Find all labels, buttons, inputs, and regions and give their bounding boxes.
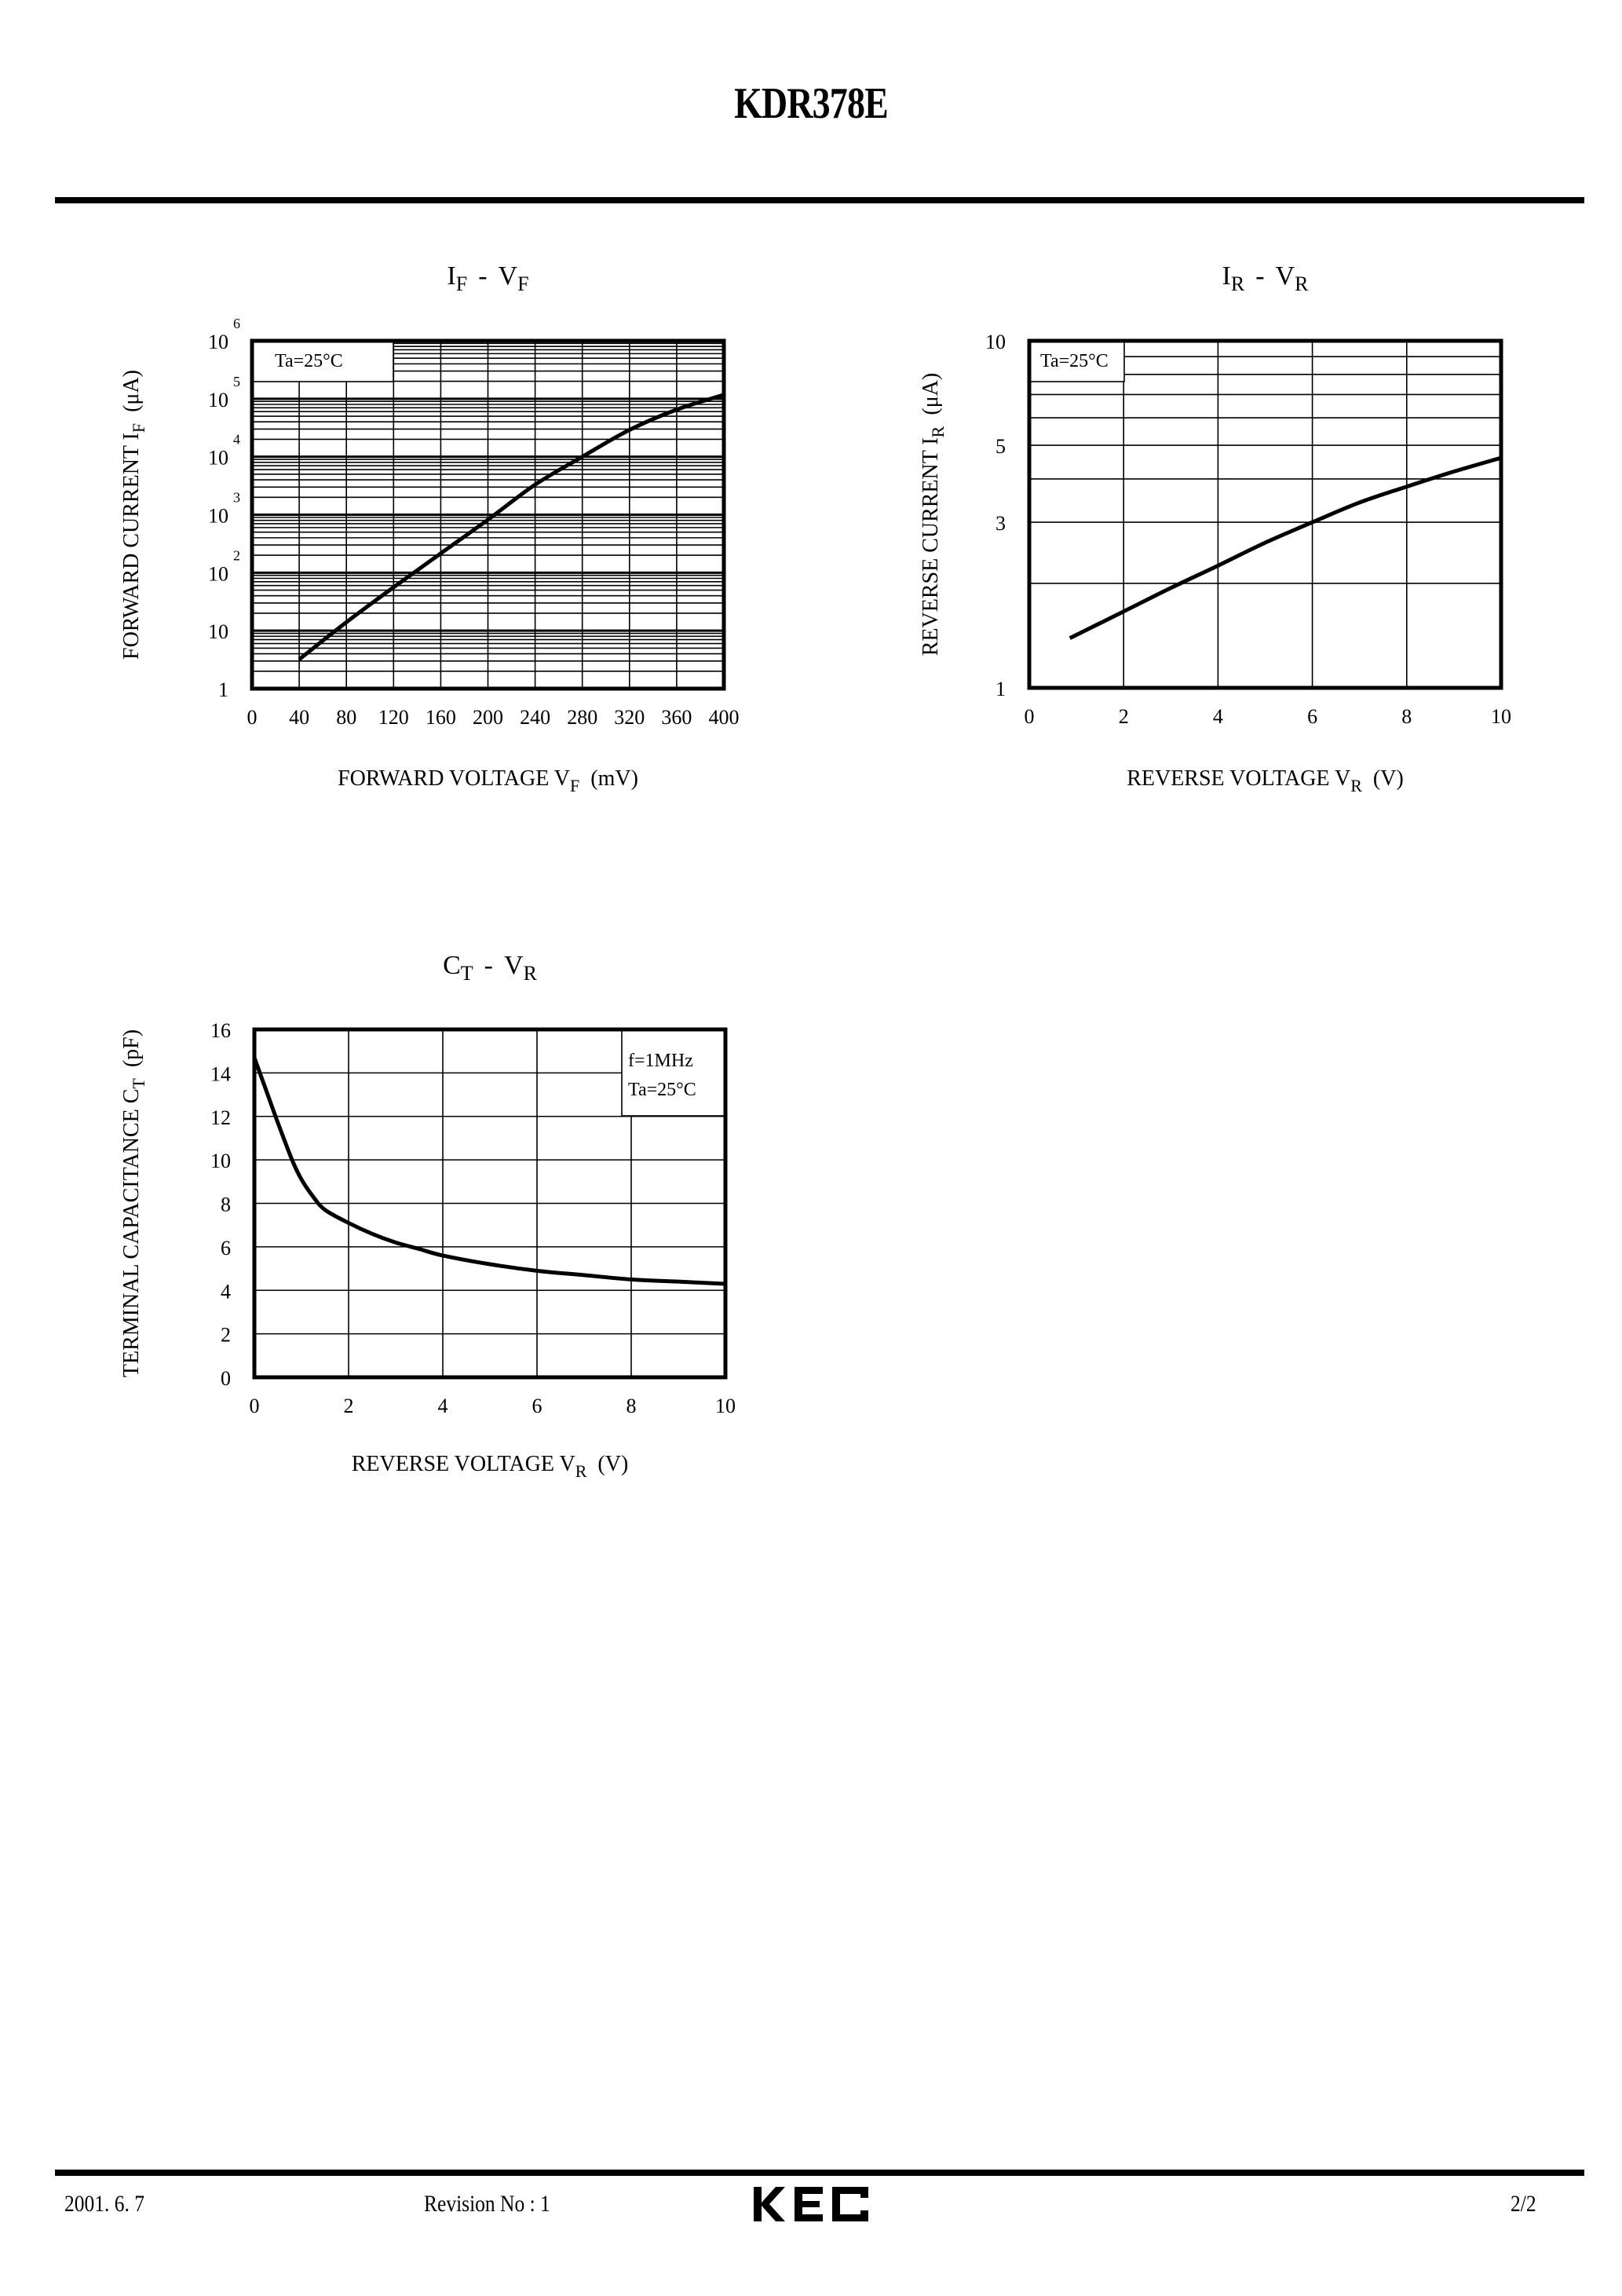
x-tick-label: 0: [1025, 705, 1035, 728]
y-tick-label: 8: [221, 1194, 231, 1216]
y-tick-label: 10: [208, 331, 228, 353]
ct_vr-annotation: f=1MHz: [628, 1051, 693, 1071]
if_vf-plot: IF - VF Ta=25°C 0 40 80 120 160 200 240 280 320 360 40…: [119, 261, 740, 795]
if_vf-curve: [298, 393, 725, 661]
if_vf-frame: [250, 338, 726, 691]
ir_vr-x-axis-label: REVERSE VOLTAGE VR (V): [1127, 766, 1404, 795]
if_vf-title: IF - VF: [447, 261, 528, 295]
ct-vr-chart: CT - VR f=1MHz Ta=25°C 0 2 4 6 8 10 0 2 4 6 8 10 12 14 16 RE…: [119, 951, 736, 1481]
header-divider: [55, 197, 1584, 203]
ct_vr-y-axis-label: TERMINAL CAPACITANCE CT(pF): [119, 1029, 148, 1377]
if_vf-legend-box: [251, 340, 394, 382]
if_vf-grid: [252, 341, 724, 689]
y-tick-label: 14: [210, 1062, 231, 1085]
x-tick-label: 360: [661, 706, 692, 729]
y-tick-label: 6: [221, 1237, 231, 1260]
y-tick-label: 4: [221, 1280, 231, 1303]
x-tick-label: 2: [344, 1395, 354, 1417]
x-tick-label: 160: [426, 706, 456, 729]
y-tick-exponent: 4: [233, 432, 240, 448]
y-tick-label: 0: [221, 1367, 231, 1390]
y-tick-label: 16: [210, 1019, 231, 1042]
ir_vr-frame: [1027, 338, 1503, 690]
y-tick-label: 1: [995, 678, 1006, 700]
x-tick-label: 8: [627, 1395, 637, 1417]
y-tick-label: 10: [208, 447, 228, 470]
y-tick-label: 12: [210, 1106, 231, 1129]
x-tick-label: 6: [532, 1395, 542, 1417]
ir_vr-annotation: Ta=25°C: [1040, 351, 1109, 371]
x-tick-label: 40: [289, 706, 309, 729]
ir_vr-title: IR - VR: [1222, 261, 1310, 295]
ir_vr-plot: IR - VR Ta=25°C 0 2 4 6 8 10 1 3 5 10 REVERSE VOLTAGE …: [919, 261, 1511, 795]
y-tick-label: 3: [995, 512, 1006, 535]
x-tick-label: 2: [1119, 705, 1129, 728]
if_vf-annotation: Ta=25°C: [275, 351, 343, 371]
footer-divider: [55, 2170, 1584, 2176]
ct_vr-plot: CT - VR f=1MHz Ta=25°C 0 2 4 6 8 10 0 2 4 6 8 10 12 14 16 RE…: [119, 951, 736, 1481]
ct_vr-x-axis-label: REVERSE VOLTAGE VR (V): [352, 1452, 629, 1481]
x-tick-label: 10: [715, 1395, 736, 1417]
if-vf-chart: IF - VF Ta=25°C 0 40 80 120 160 200 240 280 320 360 40…: [119, 261, 740, 795]
ct_vr-annotation: Ta=25°C: [628, 1080, 696, 1100]
kec-logo-icon: [754, 2187, 868, 2221]
x-tick-label: 10: [1491, 705, 1511, 728]
y-tick-label: 10: [208, 389, 228, 411]
ir_vr-y-axis-label: REVERSE CURRENT IR(μA): [919, 373, 948, 656]
y-tick-label: 10: [210, 1150, 231, 1172]
footer-page-number: 2/2: [1511, 2191, 1536, 2217]
ir_vr-curve: [1069, 455, 1502, 641]
footer-revision: Revision No : 1: [424, 2191, 550, 2217]
y-tick-label: 10: [985, 331, 1006, 353]
y-tick-exponent: 6: [233, 316, 240, 331]
ct_vr-curve: [252, 1057, 726, 1286]
if_vf-x-axis-label: FORWARD VOLTAGE VF (mV): [338, 766, 638, 795]
x-tick-label: 0: [250, 1395, 260, 1417]
x-tick-label: 6: [1307, 705, 1317, 728]
y-tick-label: 2: [221, 1324, 231, 1347]
y-tick-exponent: 3: [233, 490, 240, 506]
if_vf-y-axis-label: FORWARD CURRENT IF(μA): [119, 370, 148, 660]
x-tick-label: 4: [1213, 705, 1223, 728]
x-tick-label: 240: [520, 706, 550, 729]
x-tick-label: 200: [473, 706, 503, 729]
page-title: KDR378E: [734, 79, 889, 128]
y-tick-label: 10: [208, 562, 228, 585]
ct_vr-legend-box: [621, 1029, 726, 1117]
ct_vr-title: CT - VR: [443, 951, 537, 985]
footer-date: 2001. 6. 7: [64, 2191, 144, 2217]
ct_vr-frame: [252, 1027, 728, 1380]
x-tick-label: 280: [567, 706, 597, 729]
y-tick-label: 5: [995, 435, 1006, 458]
x-tick-label: 80: [336, 706, 356, 729]
ir-vr-chart: IR - VR Ta=25°C 0 2 4 6 8 10 1 3 5 10 REVERSE VOLTAGE …: [919, 261, 1511, 795]
x-tick-label: 8: [1401, 705, 1412, 728]
ir_vr-legend-box: [1028, 340, 1125, 382]
x-tick-label: 120: [378, 706, 409, 729]
x-tick-label: 400: [709, 706, 740, 729]
y-tick-label: 10: [208, 505, 228, 528]
y-tick-label: 1: [218, 678, 228, 701]
y-tick-label: 10: [208, 620, 228, 643]
y-tick-exponent: 5: [233, 374, 240, 389]
x-tick-label: 320: [614, 706, 645, 729]
x-tick-label: 4: [438, 1395, 448, 1417]
y-tick-exponent: 2: [233, 547, 240, 563]
x-tick-label: 0: [247, 706, 258, 729]
